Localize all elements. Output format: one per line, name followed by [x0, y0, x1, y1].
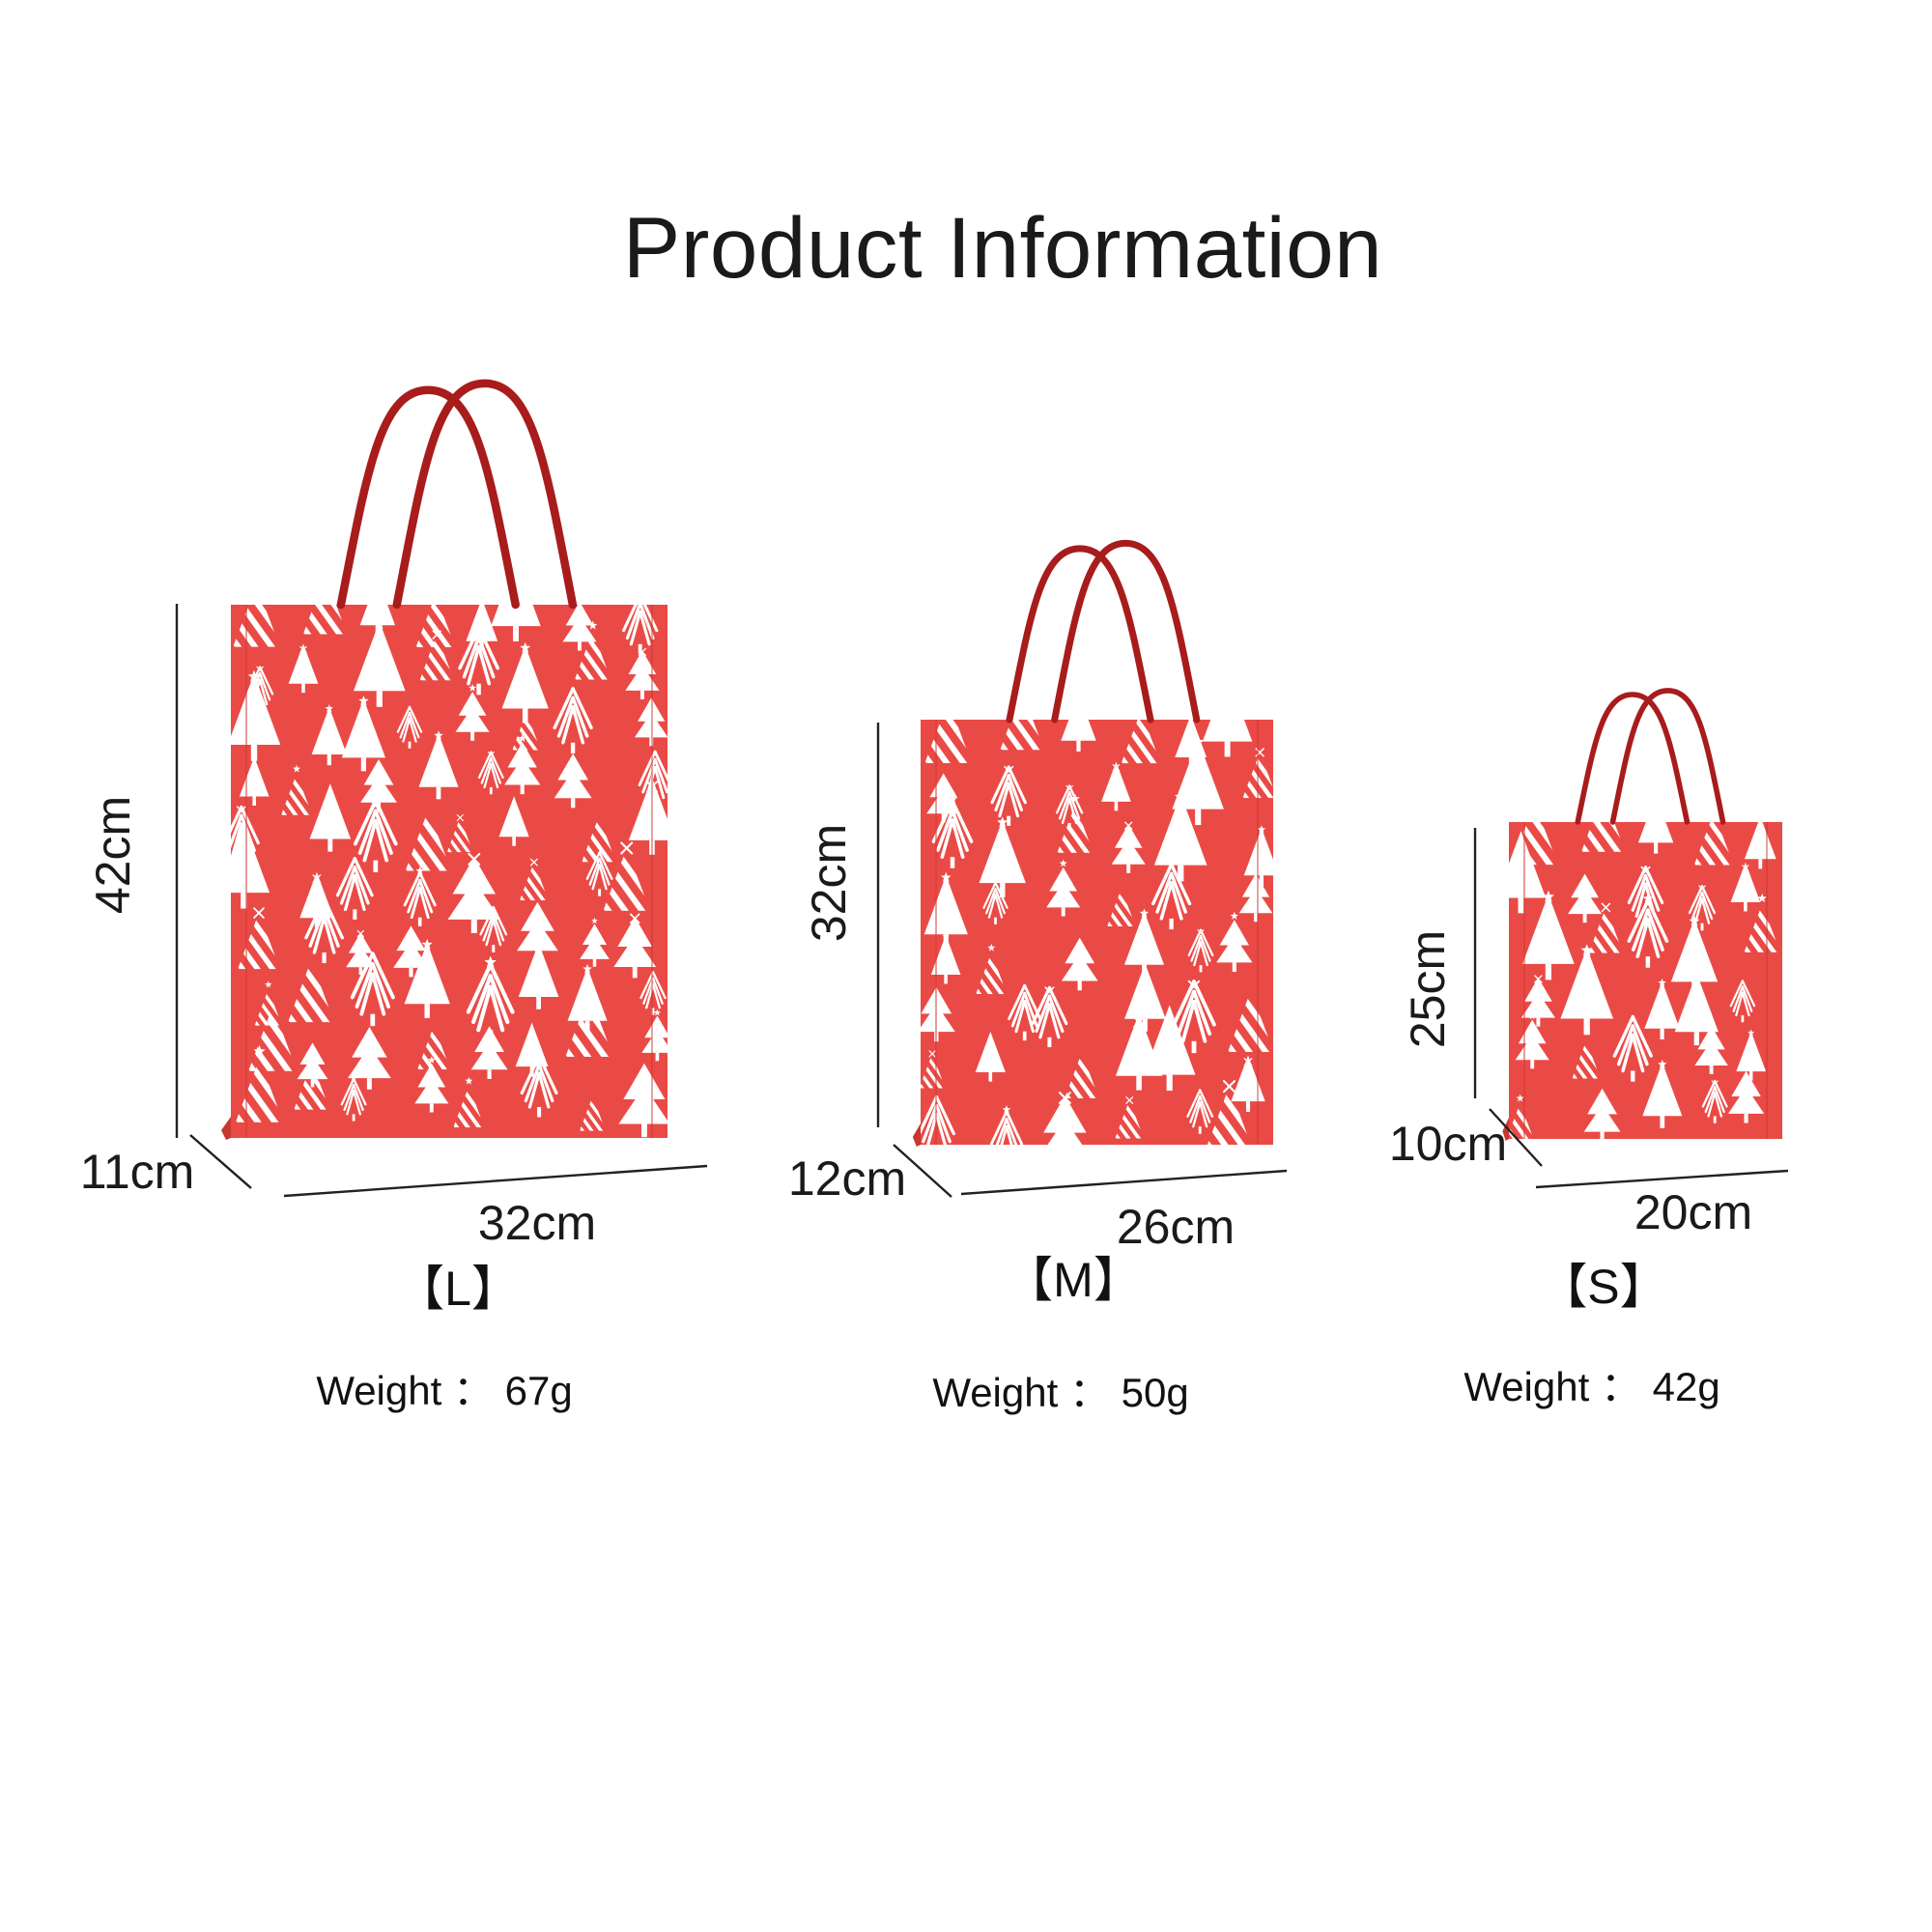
svg-text:10cm: 10cm — [1389, 1117, 1507, 1171]
svg-text:42cm: 42cm — [86, 796, 140, 914]
svg-text:32cm: 32cm — [478, 1196, 596, 1250]
svg-text:Weight ： 50g: Weight ： 50g — [932, 1370, 1188, 1415]
svg-text:32cm: 32cm — [802, 824, 856, 942]
svg-text:【M】: 【M】 — [1005, 1253, 1142, 1307]
svg-text:【S】: 【S】 — [1539, 1260, 1667, 1314]
svg-text:11cm: 11cm — [80, 1145, 195, 1199]
svg-text:20cm: 20cm — [1634, 1185, 1752, 1239]
svg-text:26cm: 26cm — [1117, 1200, 1235, 1254]
svg-text:【L】: 【L】 — [396, 1262, 520, 1316]
svg-text:25cm: 25cm — [1401, 930, 1455, 1048]
svg-text:12cm: 12cm — [788, 1151, 906, 1206]
svg-text:Weight ： 42g: Weight ： 42g — [1463, 1364, 1719, 1409]
svg-text:Weight ： 67g: Weight ： 67g — [316, 1368, 572, 1413]
